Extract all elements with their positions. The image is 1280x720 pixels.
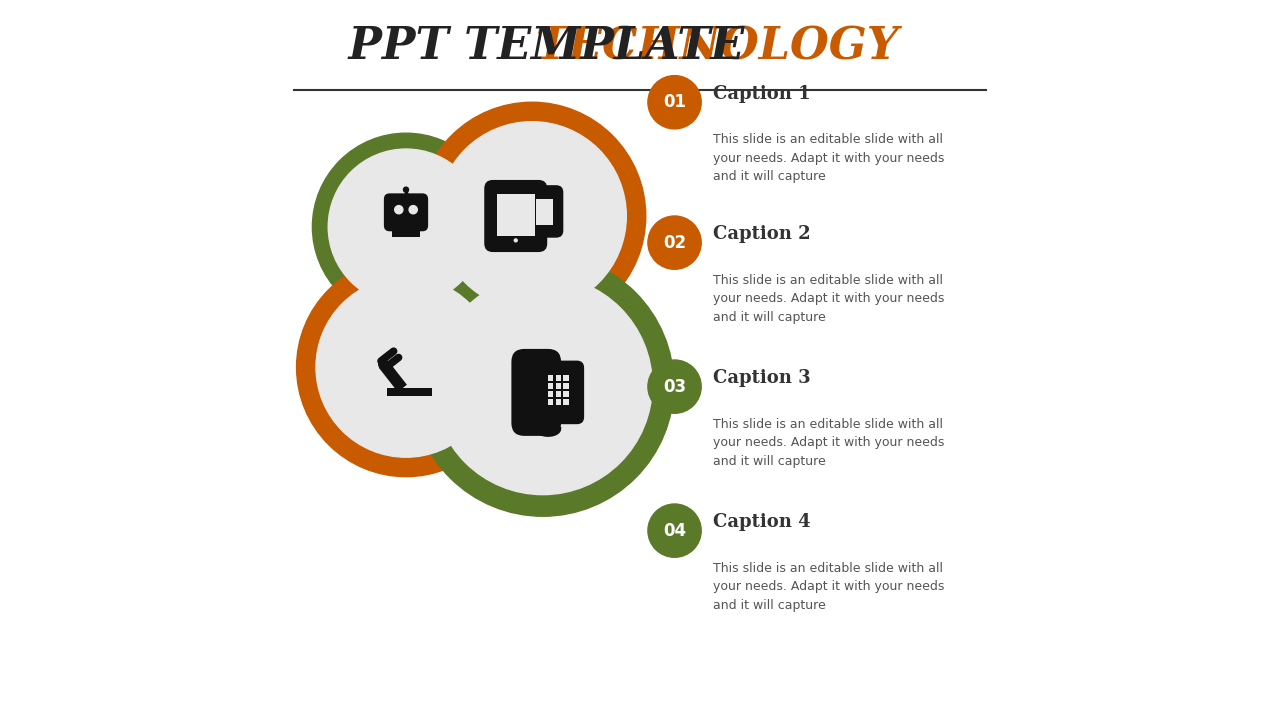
Text: This slide is an editable slide with all
your needs. Adapt it with your needs
an: This slide is an editable slide with all… bbox=[713, 418, 945, 468]
Circle shape bbox=[419, 102, 646, 330]
Bar bbox=[563, 375, 568, 381]
Circle shape bbox=[328, 149, 484, 305]
Bar bbox=[548, 399, 553, 405]
Bar bbox=[392, 230, 420, 237]
Polygon shape bbox=[379, 361, 407, 392]
Bar bbox=[387, 388, 433, 396]
FancyBboxPatch shape bbox=[484, 180, 548, 252]
Circle shape bbox=[515, 239, 517, 242]
Bar bbox=[563, 383, 568, 389]
Circle shape bbox=[410, 206, 417, 214]
Text: PPT TEMPLATE: PPT TEMPLATE bbox=[333, 25, 745, 68]
Circle shape bbox=[434, 276, 653, 495]
Bar bbox=[556, 399, 561, 405]
FancyBboxPatch shape bbox=[384, 194, 428, 231]
Text: Caption 3: Caption 3 bbox=[713, 369, 812, 387]
Circle shape bbox=[312, 133, 499, 320]
Bar bbox=[563, 391, 568, 397]
Text: 01: 01 bbox=[663, 93, 686, 111]
Text: This slide is an editable slide with all
your needs. Adapt it with your needs
an: This slide is an editable slide with all… bbox=[713, 562, 945, 612]
Bar bbox=[556, 375, 561, 381]
Circle shape bbox=[648, 360, 701, 413]
Circle shape bbox=[394, 206, 403, 214]
Text: This slide is an editable slide with all
your needs. Adapt it with your needs
an: This slide is an editable slide with all… bbox=[713, 133, 945, 184]
Circle shape bbox=[412, 254, 673, 516]
FancyBboxPatch shape bbox=[526, 185, 563, 238]
Text: Caption 1: Caption 1 bbox=[713, 85, 812, 102]
Circle shape bbox=[297, 258, 516, 477]
Text: 03: 03 bbox=[663, 378, 686, 396]
Text: This slide is an editable slide with all
your needs. Adapt it with your needs
an: This slide is an editable slide with all… bbox=[713, 274, 945, 324]
Bar bbox=[497, 194, 535, 236]
FancyBboxPatch shape bbox=[512, 349, 561, 436]
Circle shape bbox=[438, 122, 626, 310]
Circle shape bbox=[379, 359, 388, 369]
Bar bbox=[563, 399, 568, 405]
Circle shape bbox=[648, 76, 701, 129]
Text: TECHNOLOGY: TECHNOLOGY bbox=[535, 25, 899, 68]
Bar bbox=[536, 199, 553, 225]
Text: 02: 02 bbox=[663, 233, 686, 252]
Bar bbox=[548, 375, 553, 381]
Circle shape bbox=[526, 364, 547, 384]
Text: Caption 2: Caption 2 bbox=[713, 225, 812, 243]
Text: Caption 4: Caption 4 bbox=[713, 513, 812, 531]
Circle shape bbox=[403, 187, 408, 192]
Circle shape bbox=[526, 400, 547, 421]
Bar bbox=[401, 225, 411, 230]
Bar bbox=[548, 391, 553, 397]
Circle shape bbox=[648, 216, 701, 269]
Bar bbox=[556, 391, 561, 397]
Bar bbox=[548, 383, 553, 389]
Bar bbox=[556, 383, 561, 389]
Circle shape bbox=[648, 504, 701, 557]
Circle shape bbox=[316, 277, 497, 457]
FancyBboxPatch shape bbox=[532, 361, 584, 424]
Text: 04: 04 bbox=[663, 521, 686, 540]
